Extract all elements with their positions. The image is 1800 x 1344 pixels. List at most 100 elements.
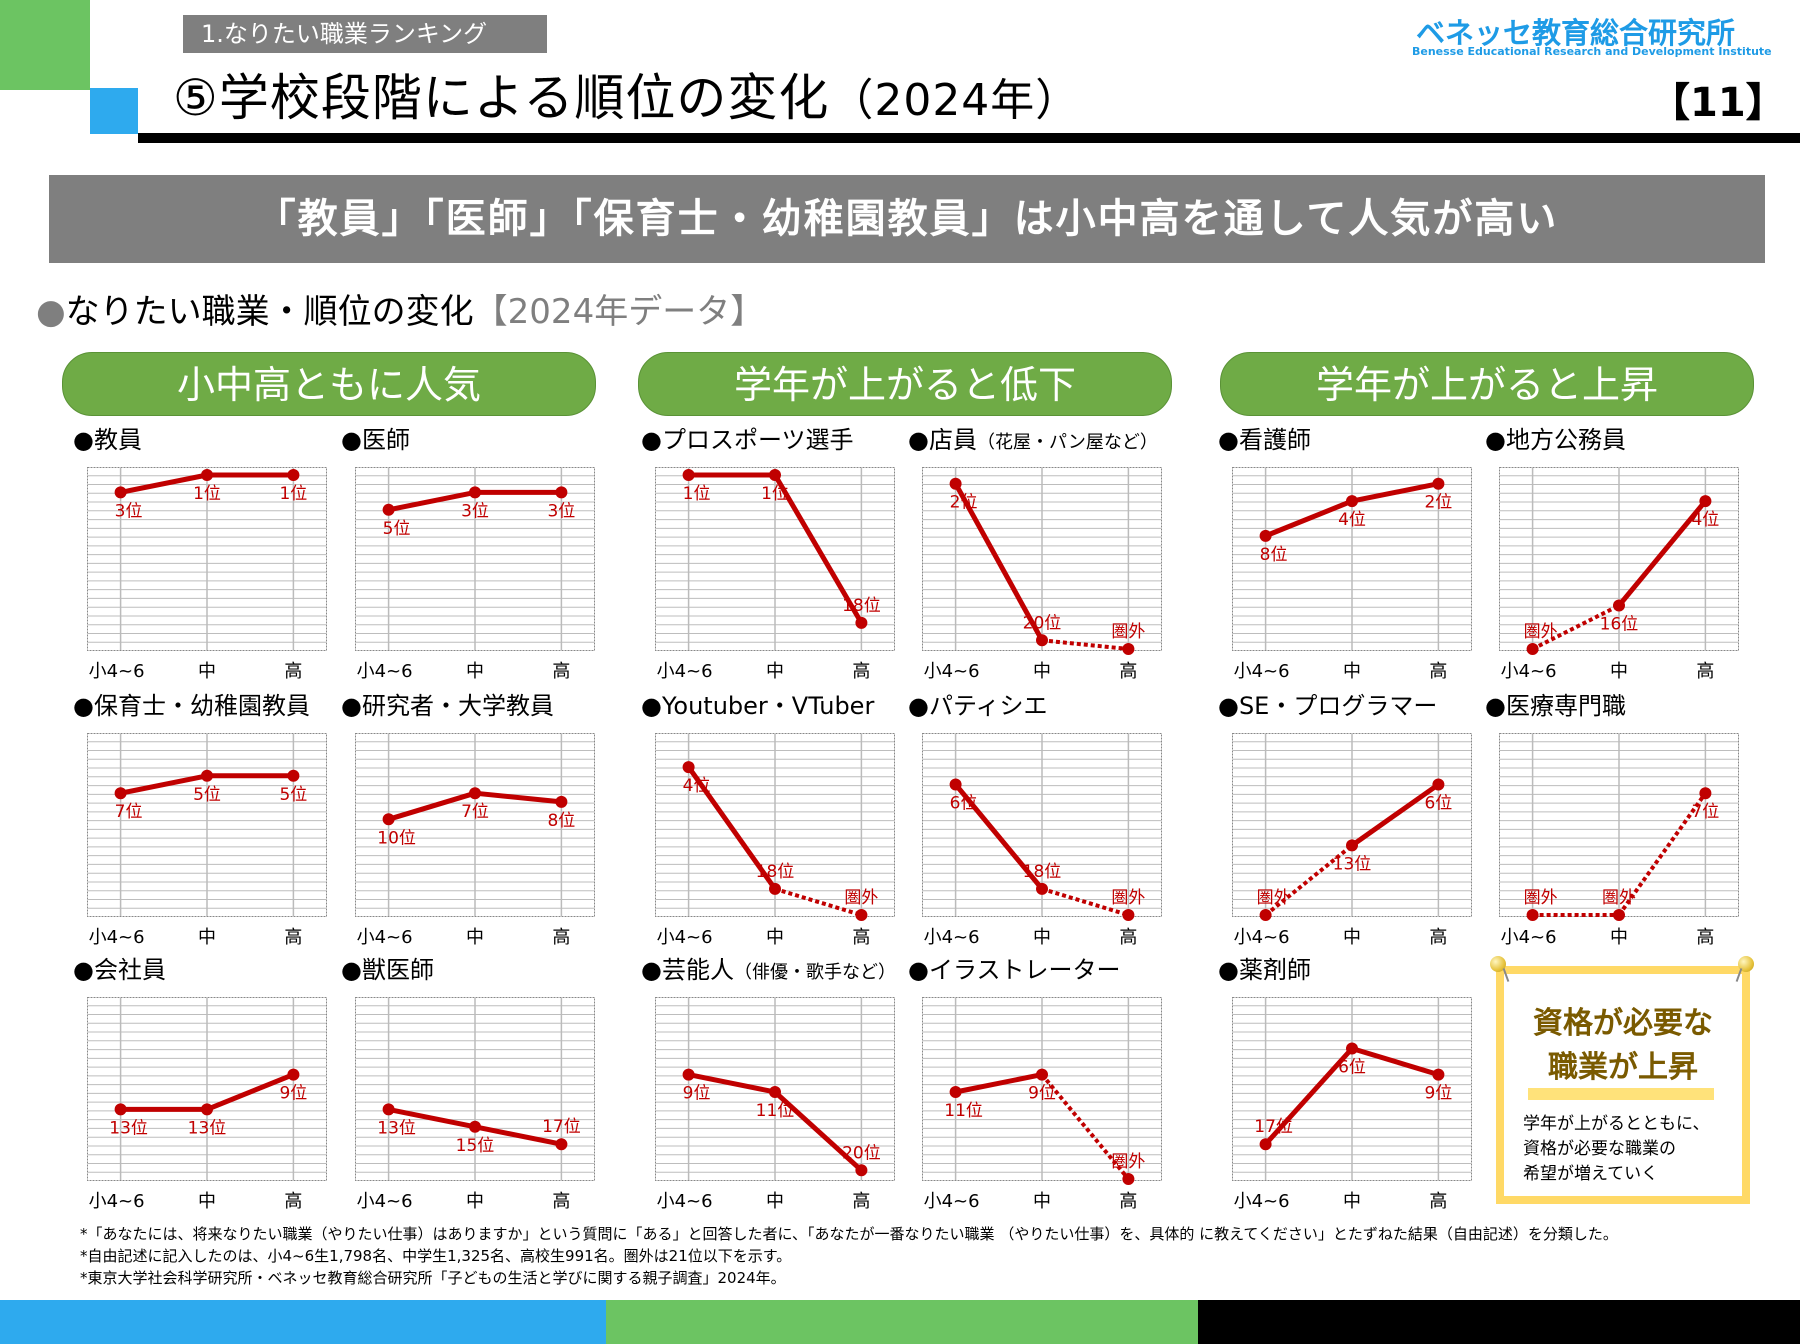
data-label: 圏外 — [1111, 888, 1145, 908]
data-point — [949, 477, 962, 490]
headline-banner: 「教員」「医師」「保育士・幼稚園教員」は小中高を通して人気が高い — [49, 175, 1765, 263]
data-point — [555, 486, 568, 499]
data-label: 4位 — [1338, 510, 1366, 530]
x-tick-label: 中 — [198, 661, 216, 682]
chart-title: ●教員 — [73, 425, 142, 455]
footer-bar-blue — [0, 1300, 606, 1344]
data-point — [469, 486, 481, 499]
x-tick-label: 小4~6 — [89, 1191, 145, 1212]
chart-title-text: ●芸能人 — [641, 956, 734, 984]
note-body-line: 希望が増えていく — [1523, 1164, 1659, 1184]
series-segment — [120, 773, 208, 796]
x-tick-label: 高 — [1429, 1191, 1447, 1212]
data-point — [469, 1120, 481, 1133]
data-point — [469, 787, 481, 800]
data-label: 6位 — [1338, 1058, 1366, 1078]
data-point — [949, 1086, 962, 1098]
chart-title-text: ●パティシエ — [908, 692, 1048, 720]
data-label: 1位 — [683, 484, 711, 504]
series-segment — [1351, 481, 1439, 504]
note-heading: 資格が必要な 職業が上昇 — [1505, 1002, 1741, 1090]
section-tag: 1.なりたい職業ランキング — [183, 15, 547, 53]
data-label: 7位 — [115, 802, 143, 822]
data-label: 16位 — [1600, 615, 1639, 635]
footer-bar-green — [606, 1300, 1198, 1344]
series-segment-dotted — [774, 886, 862, 917]
data-label: 13位 — [1333, 854, 1372, 874]
data-label: 圏外 — [1111, 1152, 1145, 1172]
chart-title-text: ●イラストレーター — [908, 956, 1121, 984]
x-tick-label: 中 — [1033, 927, 1051, 948]
data-point — [1122, 909, 1135, 921]
x-tick-label: 小4~6 — [1234, 1191, 1290, 1212]
subheading-text: なりたい職業・順位の変化 — [65, 292, 474, 332]
x-tick-label: 高 — [284, 927, 302, 948]
data-label: 8位 — [547, 811, 575, 831]
title-underline — [138, 133, 1800, 143]
chart-title: ●Youtuber・VTuber — [641, 691, 874, 721]
x-tick-label: 小4~6 — [924, 927, 980, 948]
data-point — [1526, 643, 1539, 655]
data-point — [555, 1138, 568, 1151]
x-tick-label: 高 — [852, 927, 870, 948]
data-label: 18位 — [1023, 862, 1062, 882]
series-segment-dotted — [1040, 1073, 1130, 1181]
data-point — [1432, 1068, 1445, 1081]
x-tick-label: 中 — [466, 661, 484, 682]
accent-square-blue — [90, 88, 138, 134]
chart-title: ●イラストレーター — [908, 955, 1120, 985]
data-point — [769, 1086, 781, 1098]
chart-title: ●パティシエ — [908, 691, 1048, 721]
x-tick-label: 高 — [852, 1191, 870, 1212]
series-segment-dotted — [1531, 603, 1620, 651]
chart-title-text: ●保育士・幼稚園教員 — [73, 692, 310, 720]
data-label: 5位 — [279, 785, 307, 805]
data-label: 3位 — [547, 501, 575, 521]
x-tick-label: 小4~6 — [924, 661, 980, 682]
data-point — [1613, 599, 1625, 612]
data-label: 13位 — [188, 1118, 227, 1138]
series-segment — [953, 482, 1045, 642]
data-label: 9位 — [1424, 1084, 1452, 1104]
note-body: 学年が上がるとともに、 資格が必要な職業の 希望が増えていく — [1523, 1112, 1710, 1187]
series-segment — [388, 1106, 476, 1130]
x-tick-label: 高 — [552, 661, 570, 682]
x-tick-label: 小4~6 — [657, 661, 713, 682]
data-point — [287, 469, 300, 481]
data-label: 8位 — [1260, 545, 1288, 565]
data-point — [855, 909, 868, 921]
data-point — [382, 503, 395, 516]
data-label: 11位 — [944, 1101, 983, 1121]
data-label: 1位 — [193, 484, 221, 504]
x-tick-label: 小4~6 — [1234, 661, 1290, 682]
chart-title-text: ●店員 — [908, 426, 977, 454]
data-label: 圏外 — [1524, 888, 1558, 908]
series-segment — [1350, 782, 1440, 848]
x-tick-label: 中 — [198, 927, 216, 948]
chart-title-text: ●プロスポーツ選手 — [641, 426, 854, 454]
data-point — [382, 1103, 395, 1116]
data-point — [201, 769, 213, 782]
page-number: 【11】 — [1650, 80, 1786, 126]
data-point — [769, 882, 781, 895]
x-tick-label: 高 — [1119, 927, 1137, 948]
data-point — [949, 778, 962, 791]
note-heading-line: 資格が必要な — [1533, 1006, 1713, 1041]
series-segment — [474, 1124, 562, 1147]
x-tick-label: 小4~6 — [657, 1191, 713, 1212]
x-tick-label: 中 — [466, 1191, 484, 1212]
data-point — [1613, 909, 1625, 921]
data-label: 3位 — [115, 501, 143, 521]
